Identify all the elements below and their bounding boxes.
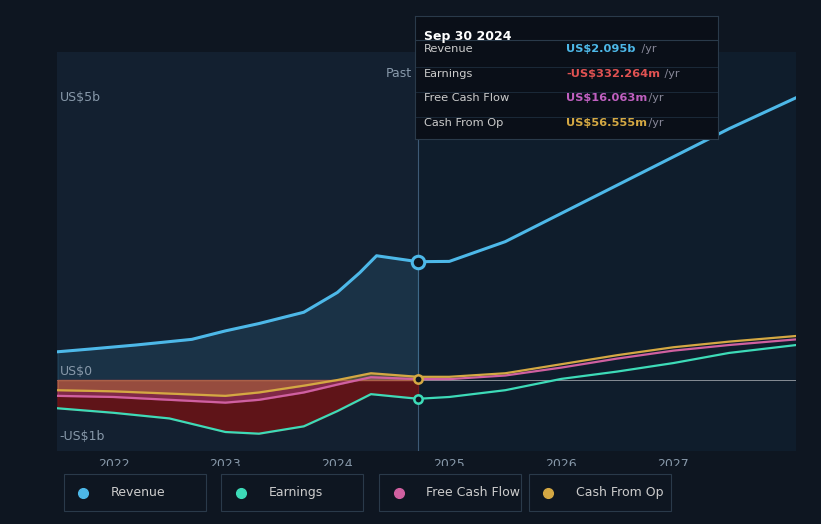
Text: US$56.555m: US$56.555m <box>566 118 648 128</box>
Bar <box>222 474 363 511</box>
Text: Analysts Forecasts: Analysts Forecasts <box>427 67 544 80</box>
Bar <box>418 52 796 451</box>
Bar <box>379 474 521 511</box>
Text: Free Cash Flow: Free Cash Flow <box>426 486 521 499</box>
Text: US$16.063m: US$16.063m <box>566 93 648 103</box>
Text: Free Cash Flow: Free Cash Flow <box>424 93 509 103</box>
Text: Revenue: Revenue <box>424 44 474 54</box>
Text: US$0: US$0 <box>60 365 93 378</box>
Text: US$5b: US$5b <box>60 91 101 104</box>
Text: Cash From Op: Cash From Op <box>424 118 503 128</box>
Text: Earnings: Earnings <box>268 486 323 499</box>
Text: Revenue: Revenue <box>111 486 166 499</box>
Text: /yr: /yr <box>661 69 680 79</box>
Bar <box>64 474 205 511</box>
Text: /yr: /yr <box>645 93 664 103</box>
Text: Earnings: Earnings <box>424 69 473 79</box>
Bar <box>529 474 671 511</box>
Text: US$2.095b: US$2.095b <box>566 44 636 54</box>
Text: /yr: /yr <box>645 118 664 128</box>
Text: /yr: /yr <box>638 44 656 54</box>
Text: Sep 30 2024: Sep 30 2024 <box>424 30 511 43</box>
Text: -US$1b: -US$1b <box>60 430 105 443</box>
Text: Past: Past <box>386 67 412 80</box>
Text: Cash From Op: Cash From Op <box>576 486 663 499</box>
Text: -US$332.264m: -US$332.264m <box>566 69 660 79</box>
